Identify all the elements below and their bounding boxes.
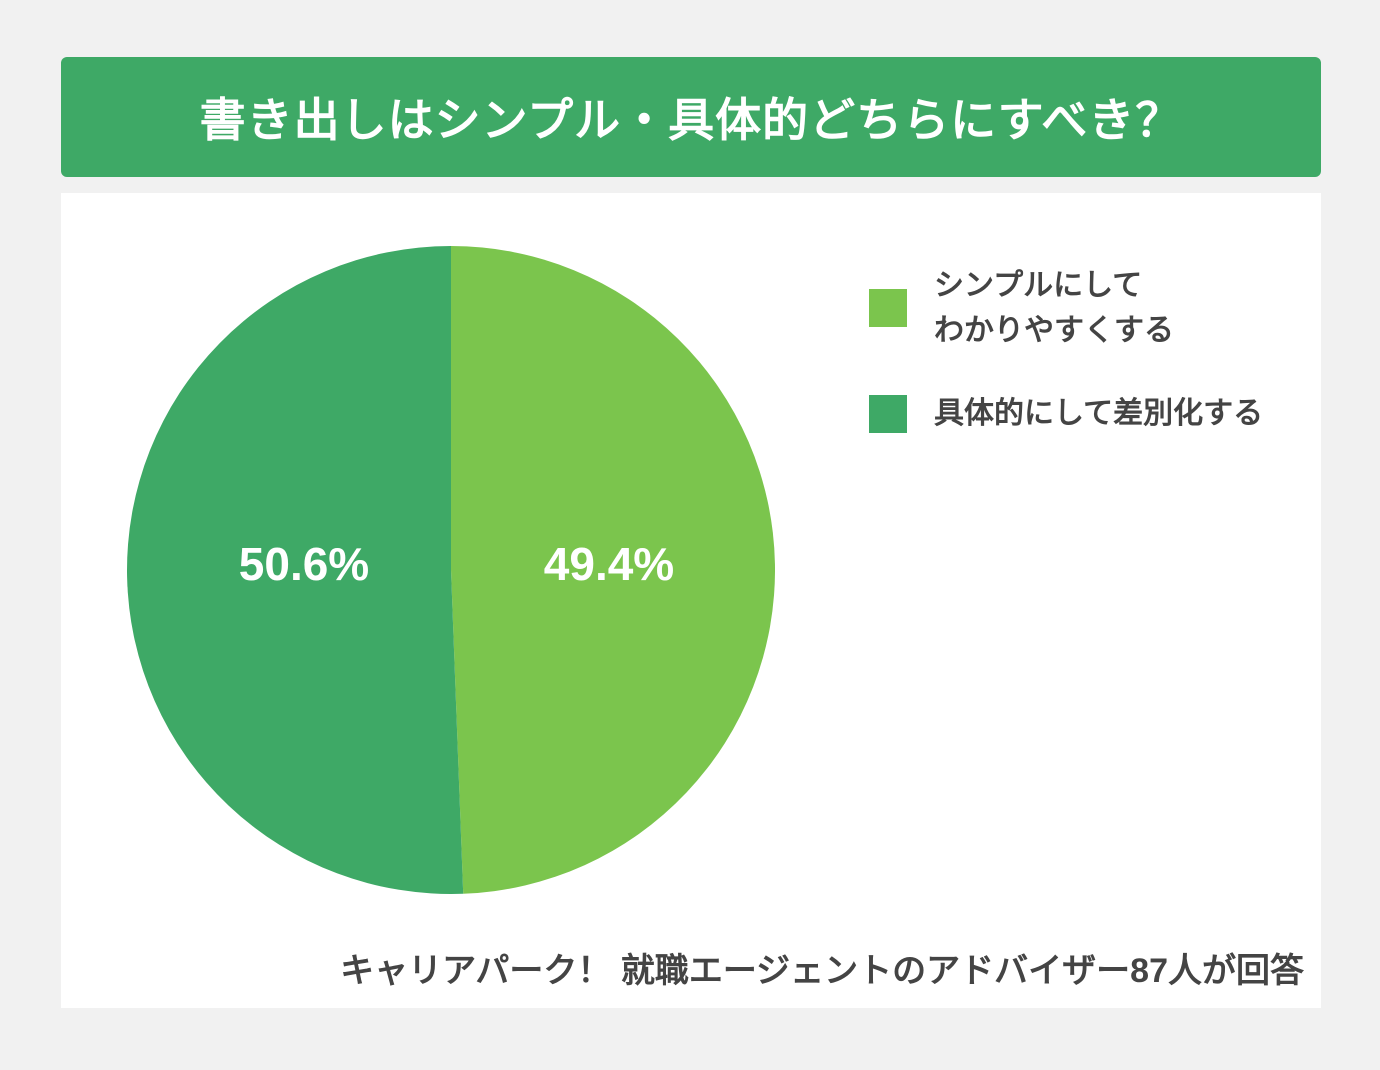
chart-title: 書き出しはシンプル・具体的どちらにすべき？ [199,94,1183,146]
source-note: キャリアパーク！ 就職エージェントのアドバイザー87人が回答 [340,952,1304,990]
pie-slice-label-simple: 49.4% [543,538,675,590]
legend-label-specific: 具体的にして差別化する [934,397,1264,430]
chart-legend: シンプルにして わかりやすくする 具体的にして差別化する [869,263,1263,436]
legend-swatch-simple [869,289,907,327]
legend-item-simple: シンプルにして わかりやすくする [869,263,1263,353]
legend-label-simple: シンプルにして わかりやすくする [934,269,1174,347]
legend-item-specific: 具体的にして差別化する [869,391,1263,436]
pie-slice-label-specific: 50.6% [238,538,370,590]
chart-card: 50.6% 49.4% シンプルにして わかりやすくする 具体的にして差別化する … [61,193,1321,1008]
pie-chart [127,246,776,894]
chart-title-banner: 書き出しはシンプル・具体的どちらにすべき？ [61,57,1321,177]
pie-chart-area [127,246,776,894]
legend-swatch-specific [869,394,907,433]
